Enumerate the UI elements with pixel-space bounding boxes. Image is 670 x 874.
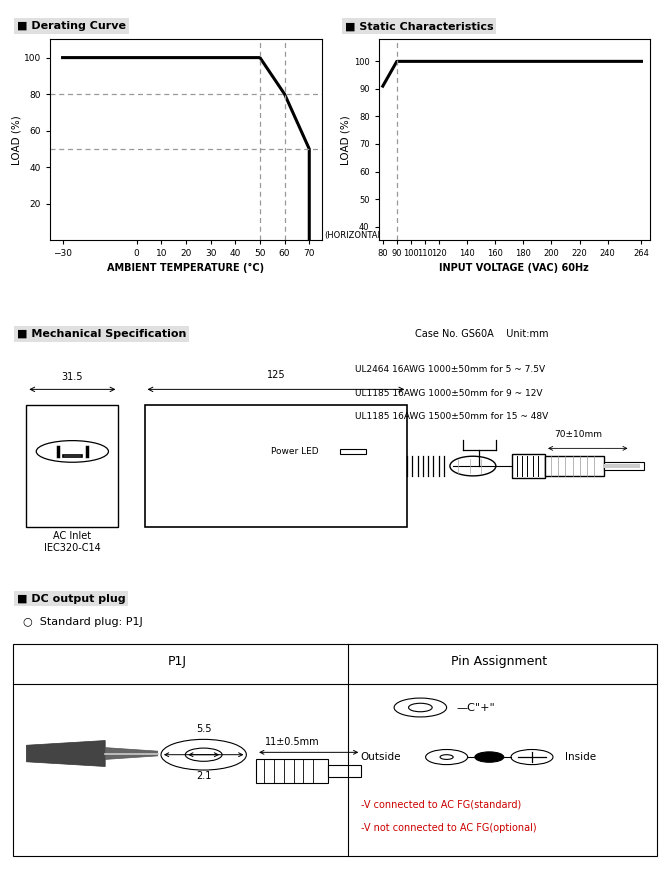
Text: ■ Derating Curve: ■ Derating Curve [17, 21, 126, 31]
Bar [26, 406, 119, 527]
Bar [545, 456, 604, 475]
Text: 2.1: 2.1 [196, 772, 211, 781]
Text: Pin Assignment: Pin Assignment [451, 655, 547, 668]
Text: 11±0.5mm: 11±0.5mm [265, 738, 320, 747]
Text: ■ DC output plug: ■ DC output plug [17, 593, 125, 604]
Bar [604, 464, 641, 468]
Bar [513, 454, 545, 478]
Ellipse shape [450, 456, 496, 475]
Y-axis label: LOAD (%): LOAD (%) [11, 115, 21, 164]
Text: 5.5: 5.5 [196, 725, 212, 734]
Text: Outside: Outside [360, 752, 401, 762]
Text: 125: 125 [267, 370, 285, 379]
Text: 31.5: 31.5 [62, 371, 83, 382]
Text: 70±10mm: 70±10mm [554, 429, 602, 439]
Text: -V not connected to AC FG(optional): -V not connected to AC FG(optional) [361, 822, 537, 833]
Bar [340, 449, 366, 454]
Bar [328, 766, 361, 777]
Text: AC Inlet: AC Inlet [54, 531, 91, 541]
Circle shape [475, 752, 504, 762]
Text: -V connected to AC FG(standard): -V connected to AC FG(standard) [361, 799, 521, 809]
Text: Inside: Inside [565, 752, 596, 762]
Bar [145, 406, 407, 527]
Text: (HORIZONTAL): (HORIZONTAL) [324, 232, 386, 240]
Text: Case No. GS60A    Unit:mm: Case No. GS60A Unit:mm [415, 329, 549, 339]
Text: IEC320-C14: IEC320-C14 [44, 543, 100, 552]
Bar [256, 760, 328, 783]
Text: UL1185 16AWG 1500±50mm for 15 ~ 48V: UL1185 16AWG 1500±50mm for 15 ~ 48V [354, 413, 548, 421]
Text: P1J: P1J [168, 655, 187, 668]
Text: UL1185 16AWG 1000±50mm for 9 ~ 12V: UL1185 16AWG 1000±50mm for 9 ~ 12V [354, 389, 542, 398]
X-axis label: INPUT VOLTAGE (VAC) 60Hz: INPUT VOLTAGE (VAC) 60Hz [440, 262, 589, 273]
Text: ■ Static Characteristics: ■ Static Characteristics [345, 21, 494, 31]
Text: ○  Standard plug: P1J: ○ Standard plug: P1J [23, 617, 143, 628]
Text: UL2464 16AWG 1000±50mm for 5 ~ 7.5V: UL2464 16AWG 1000±50mm for 5 ~ 7.5V [354, 365, 545, 374]
Bar [62, 455, 82, 457]
Text: —C"+": —C"+" [456, 703, 495, 712]
X-axis label: AMBIENT TEMPERATURE (°C): AMBIENT TEMPERATURE (°C) [107, 262, 265, 273]
Text: Power LED: Power LED [271, 447, 318, 456]
Polygon shape [26, 740, 105, 766]
Bar [604, 462, 644, 470]
Polygon shape [105, 747, 157, 760]
Y-axis label: LOAD (%): LOAD (%) [341, 115, 351, 164]
Text: ■ Mechanical Specification: ■ Mechanical Specification [17, 329, 186, 339]
